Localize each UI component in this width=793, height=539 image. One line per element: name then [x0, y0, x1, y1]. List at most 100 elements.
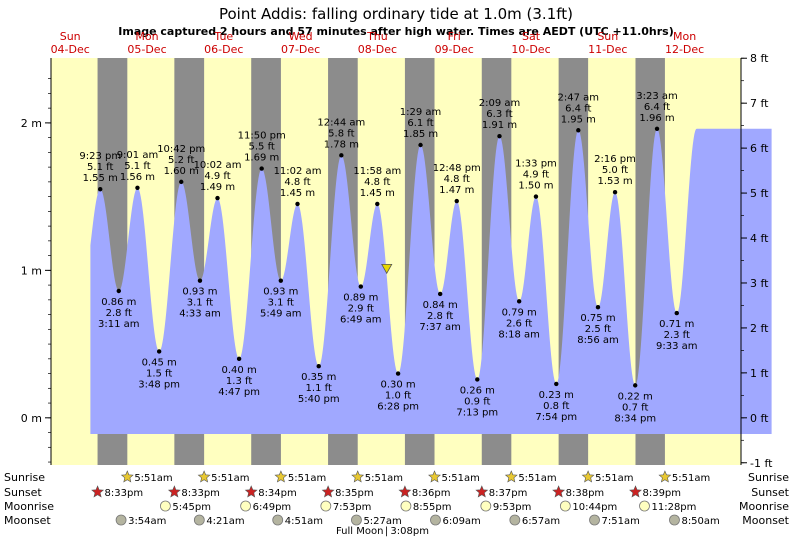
low-tide-label: 0.89 m [343, 293, 378, 304]
low-tide-label: 0.7 ft [622, 402, 648, 413]
high-tide-label: 4.9 ft [523, 170, 549, 181]
low-tide-label: 2.8 ft [106, 308, 132, 319]
low-tide-label: 8:34 pm [614, 413, 656, 424]
low-tide-label: 0.26 m [460, 385, 495, 396]
moonrise-time: 7:53pm [333, 502, 372, 513]
low-tide-label: 1.3 ft [226, 376, 252, 387]
high-tide-label: 1.60 m [164, 166, 199, 177]
full-moon-time: 3:08pm [390, 526, 429, 537]
low-tide-label: 2.8 ft [427, 311, 453, 322]
left-tick-label: 2 m [21, 117, 42, 130]
day-header-date: 11-Dec [588, 43, 627, 56]
low-tide-label: 9:33 am [656, 341, 698, 352]
low-tide-label: 5:49 am [260, 309, 302, 320]
moonset-icon [272, 514, 284, 526]
left-tick-label: 0 m [21, 412, 42, 425]
sunrise-time: 5:51am [442, 473, 480, 484]
day-header-date: 06-Dec [204, 43, 243, 56]
high-tide-label: 9:23 pm [79, 151, 121, 162]
high-tide-label: 5.2 ft [168, 155, 194, 166]
low-tide-label: 0.75 m [580, 313, 615, 324]
row-label-right: Sunset [751, 486, 789, 499]
chart-subtitle: Image captured 2 hours and 57 minutes af… [118, 25, 673, 38]
low-tide-label: 0.86 m [101, 297, 136, 308]
sunrise-icon [581, 470, 595, 483]
low-tide-label: 0.23 m [539, 390, 574, 401]
low-tide-label: 3:48 pm [138, 379, 180, 390]
low-tide-label: 3.1 ft [187, 298, 213, 309]
sunrise-icon [274, 470, 288, 483]
moonset-time: 8:50am [681, 516, 719, 527]
sunset-icon [552, 485, 566, 498]
high-tide-label: 11:58 am [353, 166, 401, 177]
moonset-icon [351, 514, 362, 526]
low-tide-label: 4:33 am [179, 309, 221, 320]
sunrise-time: 5:51am [134, 473, 172, 484]
high-tide-label: 1:29 am [400, 107, 442, 118]
high-tide-point [98, 187, 103, 192]
right-tick-label: 3 ft [750, 277, 769, 290]
moonrise-time: 6:49pm [253, 502, 292, 513]
left-tick-label: 1 m [21, 264, 42, 277]
high-tide-label: 1.78 m [324, 139, 359, 150]
day-header-weekday: Mon [135, 30, 158, 43]
tide-area-group [90, 128, 772, 435]
low-tide-label: 6:28 pm [377, 402, 419, 413]
low-tide-label: 2.5 ft [585, 324, 611, 335]
low-tide-label: 1.1 ft [306, 383, 332, 394]
row-label-left: Moonset [4, 514, 51, 527]
sunrise-icon [504, 470, 518, 483]
row-label-left: Sunset [4, 486, 42, 499]
high-tide-label: 10:02 am [194, 160, 242, 171]
low-tide-point [475, 377, 480, 382]
high-tide-label: 4.8 ft [364, 177, 390, 188]
sunset-icon [244, 485, 258, 498]
high-tide-point [533, 194, 539, 199]
high-tide-point [259, 166, 264, 171]
high-tide-point [454, 198, 459, 204]
high-tide-point [215, 195, 220, 201]
low-tide-point [116, 288, 121, 294]
high-tide-label: 6.4 ft [644, 102, 670, 113]
right-tick-label: 2 ft [750, 322, 769, 335]
day-header-weekday: Sat [522, 30, 541, 43]
day-header-weekday: Tue [213, 30, 233, 43]
sunrise-time: 5:51am [288, 473, 326, 484]
right-tick-label: 8 ft [750, 52, 769, 65]
chart-title: Point Addis: falling ordinary tide at 1.… [219, 5, 573, 23]
low-tide-label: 6:49 am [340, 315, 382, 326]
high-tide-label: 4.8 ft [444, 174, 470, 185]
high-tide-label: 4.8 ft [284, 177, 310, 188]
low-tide-label: 0.45 m [142, 357, 177, 368]
low-tide-label: 0.8 ft [543, 401, 569, 412]
day-header-weekday: Thu [366, 30, 388, 43]
low-tide-label: 7:37 am [419, 322, 461, 333]
high-tide-label: 5.5 ft [248, 142, 274, 153]
day-header-date: 10-Dec [511, 43, 550, 56]
high-tide-point [612, 189, 618, 195]
right-tick-label: 5 ft [750, 187, 769, 200]
low-tide-label: 4:47 pm [218, 387, 260, 398]
moonrise-icon [559, 500, 571, 512]
sunset-time: 8:38pm [566, 488, 605, 499]
day-header-weekday: Sun [597, 30, 618, 43]
moonset-time: 5:27am [363, 516, 401, 527]
high-tide-label: 1.50 m [518, 181, 553, 192]
moonset-time: 6:57am [522, 516, 560, 527]
high-tide-label: 2:16 pm [594, 154, 636, 165]
high-tide-point [576, 128, 581, 133]
high-tide-label: 1.56 m [120, 172, 155, 183]
low-tide-label: 0.84 m [423, 300, 458, 311]
moonset-time: 4:51am [285, 516, 323, 527]
row-label-right: Moonset [742, 514, 789, 527]
sunset-icon [475, 485, 489, 498]
high-tide-label: 1.49 m [200, 182, 235, 193]
low-tide-label: 8:18 am [498, 329, 540, 340]
moonrise-icon [480, 500, 492, 512]
moonset-time: 3:54am [128, 516, 166, 527]
low-tide-point [316, 363, 321, 369]
low-tide-point [197, 278, 203, 283]
low-tide-point [437, 291, 443, 297]
low-tide-label: 7:54 pm [535, 412, 577, 423]
